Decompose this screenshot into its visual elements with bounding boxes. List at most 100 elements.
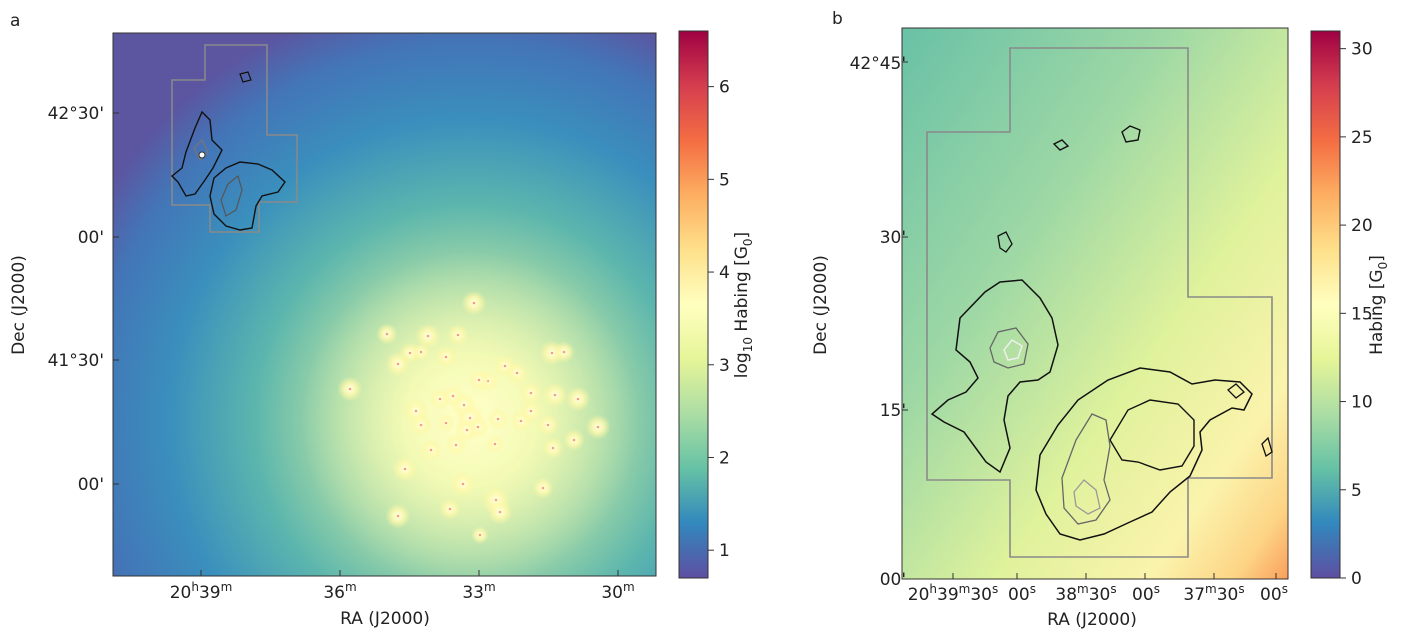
panel-a-contour-5: [239, 71, 252, 83]
b-colorbar-ticklabel: 20: [1351, 216, 1373, 236]
star-core: [541, 486, 545, 490]
panel-b-xtick-3: 00s: [1132, 582, 1160, 605]
panel-a-xtick-0: 20h39m: [170, 580, 233, 603]
panel-b-contour-ring-1: [989, 327, 1029, 369]
panel-a-contour-1: [170, 110, 223, 197]
a-colorbar-ticklabel: 3: [719, 356, 730, 376]
star-core: [438, 397, 442, 401]
star-core: [454, 443, 458, 447]
a-colorbar-ticklabel: 1: [719, 541, 730, 561]
star-core: [546, 423, 550, 427]
panel-a-colorbar-label: log10 Habing [G0]: [732, 232, 755, 378]
star-core: [451, 394, 455, 398]
a-colorbar-ticklabel: 5: [719, 170, 730, 190]
star-core: [529, 409, 533, 413]
star-core: [408, 351, 412, 355]
panel-a-colorbar-ticks: 1 2 3 4 5 6: [708, 78, 730, 561]
panel-a-label: a: [10, 11, 20, 31]
panel-a-map: [113, 33, 656, 576]
panel-b-colorbar: [1310, 30, 1341, 579]
star-core: [572, 438, 576, 442]
star-core: [576, 397, 580, 401]
star-core: [529, 391, 533, 395]
star-core: [493, 442, 497, 446]
panel-b-ytick-3: 00': [880, 570, 906, 590]
star-core: [444, 355, 448, 359]
panel-b-xtick-1: 00s: [1008, 582, 1036, 605]
panel-b-axes: 20h39m30s 00s 38m30s 00s 37m30s 00s 42°4…: [850, 54, 1288, 605]
a-colorbar-ticklabel: 6: [719, 78, 730, 98]
star-core: [348, 387, 352, 391]
panel-a-ytick-2: 41°30': [48, 351, 104, 371]
star-core: [426, 334, 430, 338]
panel-b-xtick-0: 20h39m30s: [908, 582, 999, 605]
a-colorbar-ticklabel: 2: [719, 448, 730, 468]
panel-a-ytick-1: 00': [78, 228, 104, 248]
star-core: [515, 371, 519, 375]
star-core: [414, 409, 418, 413]
star-core: [477, 378, 481, 382]
panel-a-cluster-glow: [113, 33, 656, 576]
panel-a-ytick-0: 42°30': [48, 104, 104, 124]
panel-a-contour-4: [193, 138, 209, 162]
panel-b-xtick-2: 38m30s: [1055, 582, 1116, 605]
panel-b-contour-blob-4: [1261, 436, 1273, 458]
panel-a-xtick-1: 36m: [323, 580, 356, 603]
panel-b-contour-blob-3: [997, 231, 1013, 253]
panel-b-contour-blob-1: [1121, 125, 1141, 143]
panel-b-frame: [901, 27, 1289, 580]
panel-a-xlabel: RA (J2000): [340, 609, 430, 629]
b-colorbar-ticklabel: 25: [1351, 128, 1373, 148]
star-core: [498, 510, 502, 514]
panel-b-contour-ring-2: [1003, 339, 1023, 361]
star-core: [496, 417, 500, 421]
panel-b-label: b: [832, 9, 843, 29]
panel-b-xtick-5: 00s: [1260, 582, 1288, 605]
star-core: [448, 507, 452, 511]
panel-b-contour-core: [1073, 479, 1101, 515]
panel-b-contour-inner-cavity: [1109, 399, 1195, 471]
panel-b-contour-outer-1: [930, 279, 1059, 474]
panel-b-xlabel: RA (J2000): [1047, 610, 1137, 630]
panel-a-footprint: [171, 44, 298, 233]
panel-a-axes: 20h39m 36m 33m 30m 42°30' 00' 41°30' 00': [48, 104, 635, 603]
panel-b-contour-outer-2: [1035, 367, 1253, 541]
star-core: [403, 467, 407, 471]
b-colorbar-ticklabel: 30: [1351, 40, 1373, 60]
panel-b-map: [902, 28, 1288, 579]
panel-b-contour-mid: [1061, 413, 1111, 525]
star-core: [472, 301, 476, 305]
panel-b-colorbar-label: Habing [G0]: [1367, 255, 1390, 355]
star-core: [519, 419, 523, 423]
star-core: [596, 425, 600, 429]
star-core: [396, 514, 400, 518]
b-colorbar-ticklabel: 0: [1351, 569, 1362, 589]
panel-b-contour-blob-2: [1052, 139, 1070, 151]
panel-a-stars: [337, 290, 611, 544]
a-colorbar-ticklabel: 4: [719, 263, 730, 283]
star-core: [419, 350, 423, 354]
star-core: [429, 448, 433, 452]
star-core: [478, 533, 482, 537]
panel-a-ylabel: Dec (J2000): [9, 255, 29, 355]
panel-b-colorbar-ticks: 0 5 10 15 20 25 30: [1340, 40, 1373, 589]
star-core: [553, 393, 557, 397]
panel-a-peak: [198, 151, 206, 159]
star-core: [461, 482, 465, 486]
panel-a-xtick-2: 33m: [462, 580, 495, 603]
b-colorbar-ticklabel: 10: [1351, 393, 1373, 413]
star-core: [503, 364, 507, 368]
panel-b-contour-blob-5: [1227, 383, 1245, 399]
panel-a-frame: [112, 32, 657, 577]
panel-a-contour-2: [209, 161, 286, 231]
panel-a-ytick-3: 00': [78, 475, 104, 495]
panel-a-colorbar: [678, 30, 709, 579]
star-core: [476, 425, 480, 429]
panel-b-ytick-0: 42°45': [850, 54, 906, 74]
panel-b-ytick-1: 30': [880, 228, 906, 248]
star-core: [385, 332, 389, 336]
panel-b-footprint: [926, 47, 1273, 558]
panel-b-xtick-4: 37m30s: [1183, 582, 1244, 605]
star-core: [456, 333, 460, 337]
